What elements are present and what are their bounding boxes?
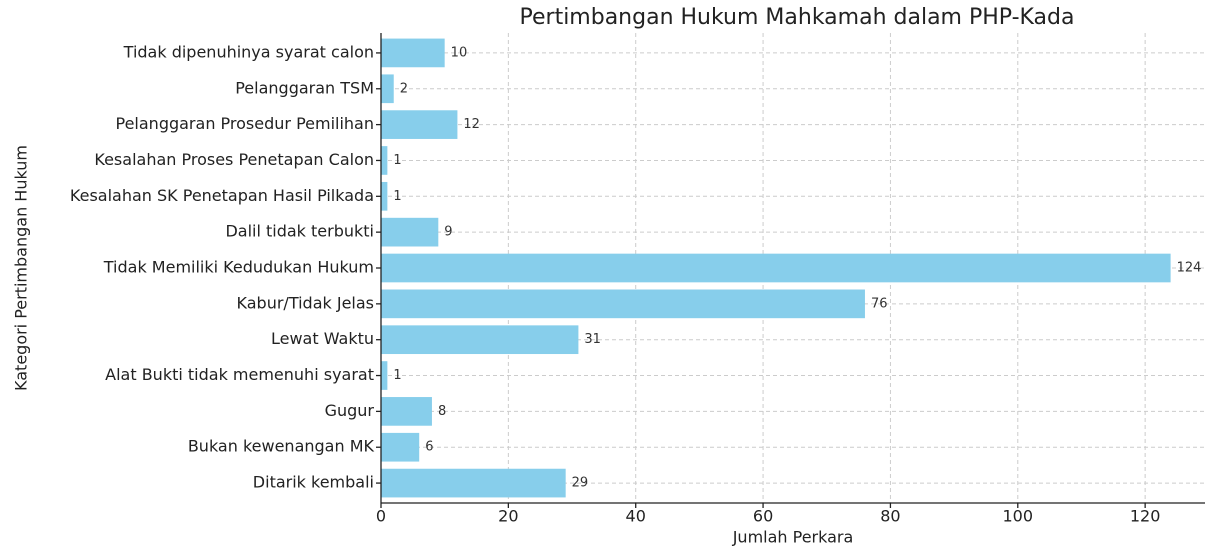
data-label: 1 — [393, 368, 401, 383]
x-tick-label: 80 — [880, 507, 900, 526]
data-label: 8 — [438, 404, 446, 419]
x-axis-label: Jumlah Perkara — [732, 528, 854, 547]
bar — [381, 253, 1171, 283]
y-tick-label: Pelanggaran Prosedur Pemilihan — [116, 114, 375, 133]
x-tick-label: 60 — [753, 507, 773, 526]
data-label: 6 — [425, 440, 433, 455]
data-label: 124 — [1177, 261, 1202, 276]
data-label: 31 — [584, 332, 601, 347]
bar — [381, 432, 420, 462]
y-tick-label: Alat Bukti tidak memenuhi syarat — [105, 365, 374, 384]
x-tick-label: 40 — [626, 507, 646, 526]
bar — [381, 325, 579, 355]
bar — [381, 361, 388, 390]
bar — [381, 217, 439, 247]
y-tick-label: Gugur — [325, 401, 375, 420]
data-label: 76 — [871, 296, 888, 311]
bar — [381, 110, 458, 139]
data-label: 29 — [572, 476, 589, 491]
y-tick-label: Pelanggaran TSM — [235, 78, 374, 97]
data-label: 2 — [400, 81, 408, 96]
bar — [381, 38, 445, 68]
y-tick-label: Kesalahan Proses Penetapan Calon — [94, 150, 374, 169]
chart-title: Pertimbangan Hukum Mahkamah dalam PHP-Ka… — [520, 5, 1075, 30]
bar — [381, 74, 394, 104]
x-tick-label: 20 — [498, 507, 518, 526]
bar — [381, 181, 388, 211]
y-tick-label: Tidak dipenuhinya syarat calon — [123, 42, 374, 61]
x-tick-label: 120 — [1130, 507, 1161, 526]
y-tick-label: Kesalahan SK Penetapan Hasil Pilkada — [70, 186, 374, 205]
data-label: 9 — [444, 225, 452, 240]
data-label: 10 — [451, 45, 468, 60]
y-tick-label: Ditarik kembali — [253, 473, 374, 492]
y-tick-label: Lewat Waktu — [271, 329, 374, 348]
bar — [381, 289, 865, 319]
x-tick-label: 0 — [376, 507, 386, 526]
x-tick-label: 100 — [1003, 507, 1034, 526]
bar — [381, 146, 388, 175]
bar — [381, 468, 566, 498]
y-axis-label: Kategori Pertimbangan Hukum — [12, 145, 31, 391]
y-tick-label: Kabur/Tidak Jelas — [237, 293, 374, 312]
data-label: 1 — [393, 189, 401, 204]
bar — [381, 397, 432, 426]
y-tick-label: Tidak Memiliki Kedudukan Hukum — [103, 258, 374, 277]
y-tick-label: Bukan kewenangan MK — [188, 437, 375, 456]
data-label: 12 — [463, 117, 480, 132]
data-label: 1 — [393, 153, 401, 168]
y-tick-label: Dalil tidak terbukti — [225, 222, 374, 241]
